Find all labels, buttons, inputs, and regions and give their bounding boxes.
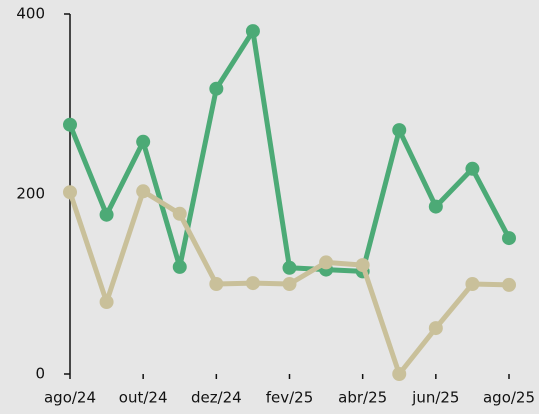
point [99,207,114,222]
point [465,161,480,176]
point [172,259,187,274]
x-tick-label: jun/25 [411,389,459,407]
y-tick-label: 400 [16,5,45,23]
point [428,199,443,214]
point [502,277,516,292]
point [172,206,187,221]
point [502,231,516,246]
point [99,295,114,309]
point [392,123,407,138]
point [282,277,297,291]
x-tick-label: abr/25 [338,389,387,407]
x-tick-label: fev/25 [266,389,314,407]
x-tick-label: ago/24 [44,389,96,407]
point [63,185,77,200]
point [465,277,480,291]
point [209,277,224,291]
point [282,260,297,275]
point [392,367,407,381]
x-tick-label: out/24 [119,389,168,407]
point [63,117,77,132]
point [245,276,260,291]
y-tick-label: 0 [35,365,45,383]
y-tick-label: 200 [16,185,45,203]
point [319,255,334,270]
point [428,321,443,336]
point [245,24,260,39]
x-tick-label: ago/25 [483,389,535,407]
point [136,184,151,199]
x-tick-label: dez/24 [191,389,242,407]
point [136,134,151,149]
point [355,258,370,273]
point [209,81,224,96]
